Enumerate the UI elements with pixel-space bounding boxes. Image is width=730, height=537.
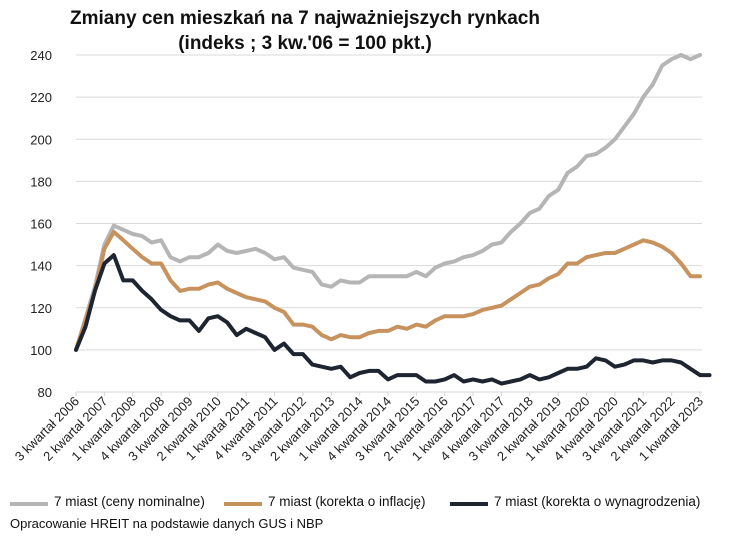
y-tick-label: 180: [30, 174, 52, 189]
legend-label-wages: 7 miast (korekta o wynagrodzenia): [494, 494, 701, 509]
line-chart: 80 100 120 140 160 180 200 220 240 3 kwartał 200…: [12, 48, 712, 464]
y-tick-label: 200: [30, 132, 52, 147]
series-lines: [74, 53, 712, 386]
legend-swatch-nominal: [10, 502, 48, 506]
series-line-1: [74, 229, 702, 352]
legend-swatch-wages: [450, 502, 488, 506]
series-line-2: [74, 253, 712, 386]
y-tick-label: 80: [38, 385, 52, 400]
y-tick-label: 240: [30, 48, 52, 63]
legend-label-nominal: 7 miast (ceny nominalne): [54, 494, 205, 509]
gridlines: [76, 54, 702, 351]
series-line-0: [74, 53, 702, 352]
y-tick-label: 140: [30, 259, 52, 274]
chart-title: Zmiany cen mieszkań na 7 najważniejszych…: [70, 8, 540, 29]
y-tick-label: 160: [30, 217, 52, 232]
legend-swatch-inflation: [224, 502, 262, 506]
y-tick-label: 120: [30, 301, 52, 316]
legend-label-inflation: 7 miast (korekta o inflację): [268, 494, 426, 509]
source-note: Opracowanie HREIT na podstawie danych GU…: [10, 516, 324, 531]
y-tick-label: 100: [30, 343, 52, 358]
chart-subtitle: (indeks ; 3 kw.'06 = 100 pkt.): [178, 33, 432, 54]
y-axis: 80 100 120 140 160 180 200 220 240: [30, 48, 52, 400]
y-tick-label: 220: [30, 90, 52, 105]
